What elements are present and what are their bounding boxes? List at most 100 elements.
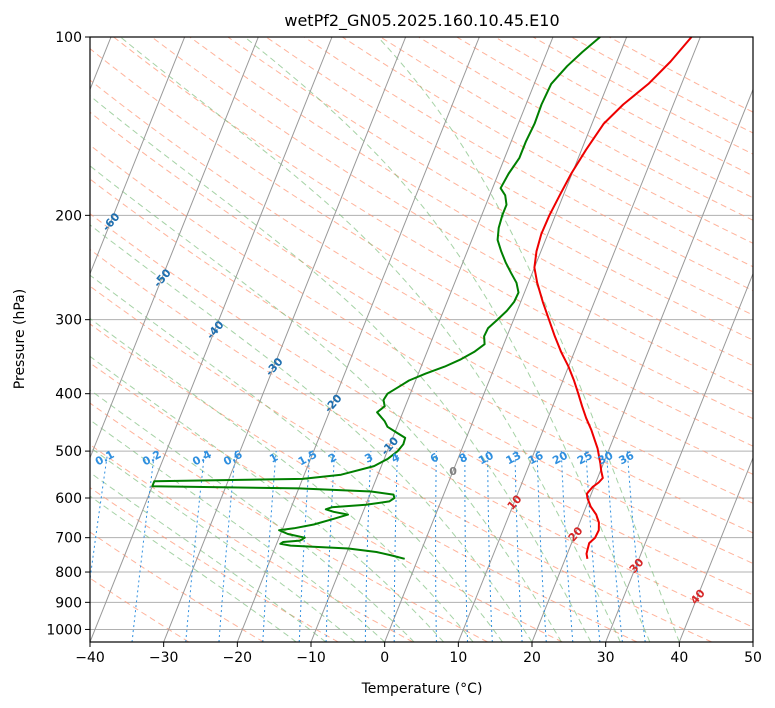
dry-adiabat <box>90 111 753 504</box>
mixing-ratio-label: 10 <box>476 449 496 468</box>
dry-adiabat <box>456 37 753 199</box>
y-tick-label: 300 <box>55 313 82 329</box>
y-tick-label: 800 <box>55 565 82 581</box>
dry-adiabat <box>90 577 190 642</box>
mixing-ratio-line <box>90 451 109 584</box>
x-tick-label: 10 <box>449 650 467 666</box>
mixing-ratio-label: 1 <box>267 451 280 466</box>
mixing-ratio-label: 2 <box>326 451 339 466</box>
dry-adiabat <box>342 37 753 268</box>
x-axis-label: Temperature (°C) <box>361 681 483 697</box>
isotherm-line <box>531 88 753 642</box>
isotherm-line <box>678 456 753 642</box>
moist-adiabat <box>120 37 621 642</box>
dewpoint-profile-line <box>151 37 601 560</box>
isotherm-line <box>90 37 333 642</box>
dry-adiabat <box>90 285 712 642</box>
dry-adiabat <box>90 178 753 565</box>
mixing-ratio-label: 6 <box>428 450 441 465</box>
isotherm-line <box>163 37 407 642</box>
mixing-ratio-label: 36 <box>617 449 637 468</box>
y-tick-label: 600 <box>55 491 82 507</box>
plot-area: -100-90-80-70-60-50-40-30-20-10010203040… <box>45 37 753 642</box>
dry-adiabat <box>494 37 753 177</box>
isotherm-label: 10 <box>505 492 525 512</box>
isotherm-label: -30 <box>263 355 286 379</box>
mixing-ratio-line <box>560 451 574 642</box>
dry-adiabat <box>113 37 753 420</box>
moist-adiabat <box>90 224 533 642</box>
mixing-ratio-label: 30 <box>596 449 616 468</box>
x-tick-label: 40 <box>670 650 688 666</box>
mixing-ratio-label: 8 <box>457 451 470 466</box>
x-tick-label: 20 <box>523 650 541 666</box>
dry-adiabat <box>90 248 753 628</box>
y-tick-label: 900 <box>55 595 82 611</box>
dry-adiabat <box>90 323 638 642</box>
isotherm-label: 20 <box>566 524 586 544</box>
isotherm-line <box>384 37 628 642</box>
x-tick-label: −40 <box>75 650 105 666</box>
moist-adiabat <box>377 37 680 642</box>
isotherm-line <box>752 640 753 642</box>
mixing-ratio-line <box>435 451 437 642</box>
dry-adiabat <box>418 37 753 221</box>
dry-adiabat <box>90 444 414 642</box>
moist-adiabat <box>90 389 415 642</box>
isotherm-line <box>90 37 259 460</box>
y-tick-label: 200 <box>55 208 82 224</box>
plot-frame <box>89 36 754 643</box>
mixing-ratio-line <box>464 451 468 642</box>
y-tick-label: 500 <box>55 444 82 460</box>
dry-adiabat <box>90 48 753 447</box>
x-tick-label: 30 <box>597 650 615 666</box>
dry-adiabat <box>90 531 264 642</box>
dry-adiabat <box>90 402 488 642</box>
dry-adiabat <box>609 37 753 113</box>
isotherm-label: 40 <box>688 587 708 607</box>
isotherm-label: 30 <box>627 556 647 576</box>
isotherm-line <box>90 37 186 276</box>
y-tick-label: 700 <box>55 531 82 547</box>
axes: −40 −30 −20 −10 0 10 20 30 40 5010009008007006005… <box>46 30 762 666</box>
mixing-ratio-label: 13 <box>504 449 524 468</box>
dry-adiabat <box>227 37 753 341</box>
dry-adiabat <box>189 37 753 367</box>
isotherm-line <box>605 272 753 642</box>
dry-adiabat <box>151 37 753 393</box>
isotherm-line <box>457 37 701 642</box>
isotherm-label: -70 <box>45 162 68 186</box>
moist-adiabat <box>90 419 386 642</box>
dry-adiabat <box>90 362 563 642</box>
dry-adiabat <box>265 37 753 316</box>
mixing-ratio-line <box>364 451 372 642</box>
mixing-ratio-label: 3 <box>362 451 375 466</box>
moist-adiabat <box>90 495 297 642</box>
mixing-ratio-label: 20 <box>550 449 570 468</box>
moist-adiabat <box>90 446 356 642</box>
mixing-ratio-label: 16 <box>526 449 546 468</box>
mixing-ratio-label: 4 <box>389 450 402 465</box>
moist-adiabat <box>244 37 651 642</box>
x-tick-label: −20 <box>223 650 253 666</box>
isotherm-label: -60 <box>100 210 123 234</box>
isotherm-line <box>310 37 554 642</box>
moist-adiabat <box>90 317 474 642</box>
moist-adiabat <box>90 95 592 642</box>
moist-adiabat <box>90 274 503 642</box>
dry-adiabat <box>90 487 339 642</box>
x-tick-label: −10 <box>296 650 326 666</box>
x-tick-label: 50 <box>744 650 762 666</box>
y-tick-label: 400 <box>55 387 82 403</box>
isotherm-line <box>236 37 480 642</box>
x-tick-label: 0 <box>380 650 389 666</box>
isotherm-label: 0 <box>449 465 457 478</box>
dry-adiabat <box>532 37 753 155</box>
moist-adiabat <box>90 471 327 642</box>
isotherm-label: -20 <box>322 391 345 415</box>
temperature-profile-line <box>533 37 693 559</box>
chart-title: wetPf2_GN05.2025.160.10.45.E10 <box>284 11 559 31</box>
mixing-ratio-line <box>487 451 493 642</box>
isotherm-label: -40 <box>204 318 227 342</box>
